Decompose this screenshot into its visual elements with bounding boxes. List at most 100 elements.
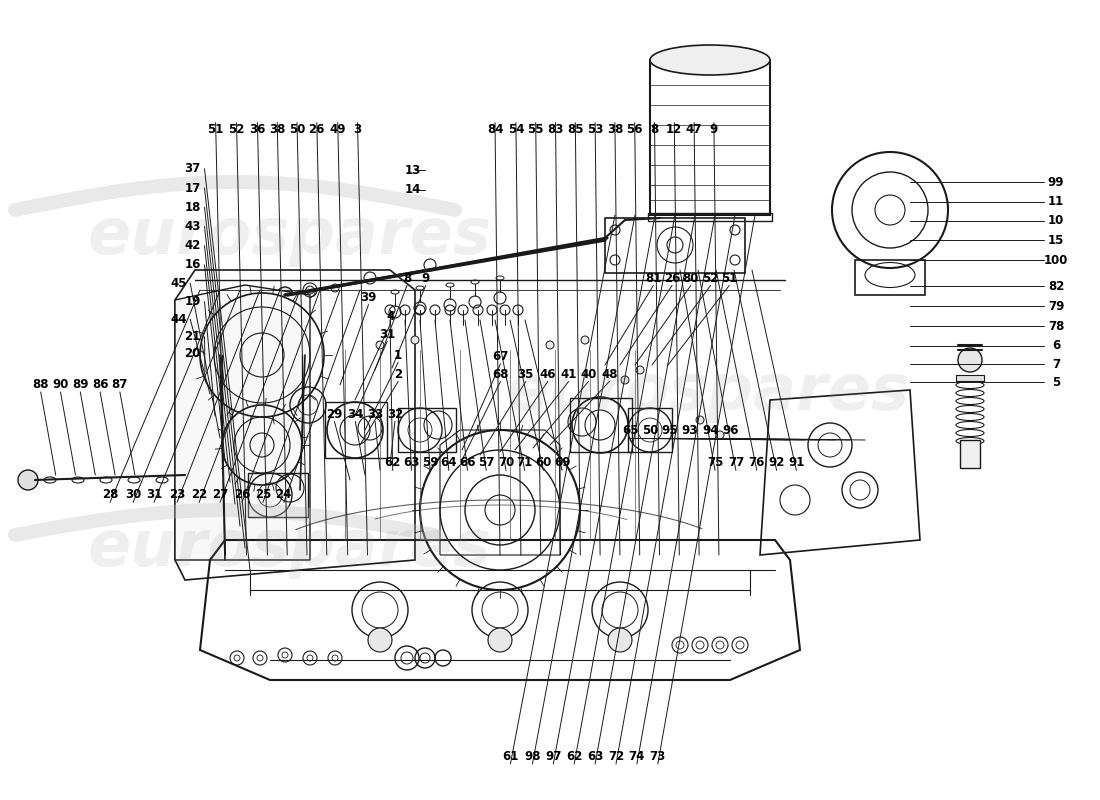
Bar bbox=[960, 440, 980, 468]
Text: 99: 99 bbox=[1047, 176, 1065, 189]
Text: 69: 69 bbox=[554, 456, 571, 469]
Bar bbox=[324, 402, 387, 458]
Text: 73: 73 bbox=[650, 750, 666, 762]
Text: 36: 36 bbox=[250, 123, 265, 136]
Text: 89: 89 bbox=[73, 378, 88, 390]
Text: 8: 8 bbox=[650, 123, 659, 136]
Bar bbox=[398, 408, 456, 452]
Text: 55: 55 bbox=[527, 123, 543, 136]
Circle shape bbox=[581, 336, 589, 344]
Text: 51: 51 bbox=[208, 123, 223, 136]
Circle shape bbox=[636, 366, 644, 374]
Text: 1: 1 bbox=[394, 349, 403, 362]
Text: 23: 23 bbox=[169, 488, 185, 501]
Text: 44: 44 bbox=[170, 313, 187, 326]
Text: 48: 48 bbox=[602, 368, 618, 381]
Text: 62: 62 bbox=[385, 456, 400, 469]
Text: eurospares: eurospares bbox=[506, 361, 910, 423]
Text: 79: 79 bbox=[1048, 300, 1064, 313]
Circle shape bbox=[368, 628, 392, 652]
Text: 40: 40 bbox=[581, 368, 596, 381]
Text: 51: 51 bbox=[722, 272, 737, 285]
Circle shape bbox=[696, 416, 704, 424]
Text: 67: 67 bbox=[493, 350, 508, 363]
Text: 97: 97 bbox=[546, 750, 561, 762]
Text: 34: 34 bbox=[348, 408, 363, 421]
Text: 68: 68 bbox=[493, 368, 508, 381]
Text: 19: 19 bbox=[185, 295, 200, 308]
Text: 83: 83 bbox=[548, 123, 563, 136]
Text: 90: 90 bbox=[53, 378, 68, 390]
Text: 17: 17 bbox=[185, 182, 200, 194]
Text: 77: 77 bbox=[728, 456, 744, 469]
Text: 46: 46 bbox=[539, 368, 556, 381]
Text: 5: 5 bbox=[1052, 376, 1060, 389]
Text: 93: 93 bbox=[682, 424, 697, 437]
Text: 43: 43 bbox=[185, 220, 200, 233]
Text: 49: 49 bbox=[330, 123, 345, 136]
Text: 53: 53 bbox=[587, 123, 603, 136]
Bar bbox=[855, 260, 925, 295]
Text: 26: 26 bbox=[309, 123, 324, 136]
Text: 15: 15 bbox=[1048, 234, 1064, 246]
Text: 18: 18 bbox=[185, 201, 200, 214]
Text: 50: 50 bbox=[289, 123, 305, 136]
Text: 45: 45 bbox=[170, 277, 187, 290]
Text: 85: 85 bbox=[568, 123, 584, 136]
Circle shape bbox=[488, 628, 512, 652]
Text: 94: 94 bbox=[703, 424, 719, 437]
Text: 81: 81 bbox=[646, 272, 661, 285]
Text: 84: 84 bbox=[486, 123, 504, 136]
Text: 11: 11 bbox=[1048, 195, 1064, 208]
Text: 88: 88 bbox=[32, 378, 48, 390]
Text: 38: 38 bbox=[607, 123, 623, 136]
Text: 28: 28 bbox=[102, 488, 118, 501]
Circle shape bbox=[18, 470, 38, 490]
Polygon shape bbox=[175, 285, 310, 560]
Text: 50: 50 bbox=[642, 424, 658, 437]
Text: 60: 60 bbox=[536, 456, 551, 469]
Text: 2: 2 bbox=[394, 368, 403, 381]
Text: 52: 52 bbox=[703, 272, 718, 285]
Text: 33: 33 bbox=[367, 408, 383, 421]
Text: 66: 66 bbox=[460, 456, 475, 469]
Bar bbox=[648, 213, 772, 221]
Text: 80: 80 bbox=[683, 272, 698, 285]
Text: 31: 31 bbox=[146, 488, 162, 501]
Text: 100: 100 bbox=[1044, 254, 1068, 266]
Text: 37: 37 bbox=[185, 162, 200, 175]
Text: 24: 24 bbox=[276, 488, 292, 501]
Text: 96: 96 bbox=[723, 424, 739, 437]
Text: 3: 3 bbox=[353, 123, 362, 136]
Circle shape bbox=[716, 431, 724, 439]
Text: 13: 13 bbox=[405, 164, 420, 177]
Text: 41: 41 bbox=[561, 368, 576, 381]
Text: 71: 71 bbox=[517, 456, 532, 469]
Circle shape bbox=[376, 341, 384, 349]
Circle shape bbox=[306, 286, 313, 294]
Text: 35: 35 bbox=[518, 368, 534, 381]
Text: 31: 31 bbox=[379, 328, 395, 341]
Circle shape bbox=[331, 284, 339, 292]
Text: 9: 9 bbox=[710, 123, 718, 136]
Bar bbox=[650, 60, 770, 215]
Text: 91: 91 bbox=[789, 456, 804, 469]
Text: 20: 20 bbox=[185, 347, 200, 360]
Text: 92: 92 bbox=[769, 456, 784, 469]
Ellipse shape bbox=[650, 45, 770, 75]
Text: 22: 22 bbox=[191, 488, 207, 501]
Circle shape bbox=[411, 336, 419, 344]
Text: 26: 26 bbox=[664, 272, 680, 285]
Text: 10: 10 bbox=[1048, 214, 1064, 227]
Text: 12: 12 bbox=[667, 123, 682, 136]
Text: 52: 52 bbox=[229, 123, 244, 136]
Text: 63: 63 bbox=[404, 456, 419, 469]
Text: 38: 38 bbox=[270, 123, 285, 136]
Bar bbox=[956, 375, 984, 381]
Text: 29: 29 bbox=[327, 408, 342, 421]
Circle shape bbox=[958, 348, 982, 372]
Text: 39: 39 bbox=[361, 291, 376, 304]
Text: 16: 16 bbox=[185, 258, 200, 271]
Text: 86: 86 bbox=[91, 378, 108, 390]
Bar bbox=[605, 218, 745, 273]
